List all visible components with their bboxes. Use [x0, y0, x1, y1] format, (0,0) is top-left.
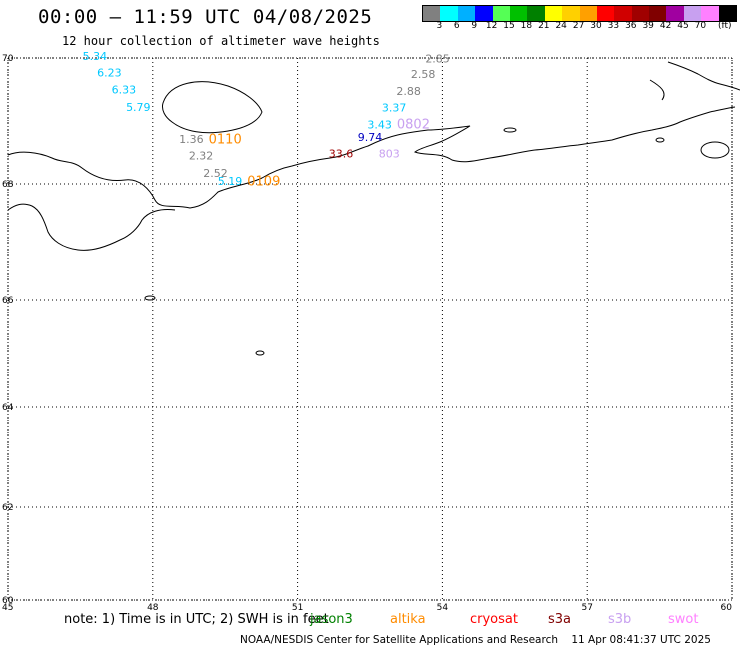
- map-subtitle: 12 hour collection of altimeter wave hei…: [62, 34, 380, 48]
- kolguyev-island: [162, 81, 263, 134]
- latitude-label: 62: [2, 503, 13, 513]
- wave-height-label: 0109: [247, 175, 280, 190]
- longitude-label: 54: [437, 603, 449, 613]
- legend-tick-label: 6: [453, 21, 460, 31]
- legend-swatch: [527, 6, 545, 21]
- legend-tick-label: 45: [677, 21, 689, 31]
- legend-swatch: [631, 6, 650, 21]
- wave-height-label: 803: [379, 148, 400, 161]
- longitude-label: 51: [292, 603, 303, 613]
- legend-swatch: [492, 6, 510, 21]
- longitude-label: 60: [721, 603, 733, 613]
- wave-height-label: 2.85: [425, 52, 450, 65]
- credit-text: NOAA/NESDIS Center for Satellite Applica…: [240, 634, 558, 646]
- satellite-label: s3a: [548, 612, 572, 627]
- legend-swatch: [701, 6, 719, 21]
- longitude-label: 48: [147, 603, 159, 613]
- legend-tick-label: 42: [659, 21, 672, 31]
- latitude-label: 66: [2, 296, 14, 306]
- legend-swatch: [544, 6, 563, 21]
- credit-line: NOAA/NESDIS Center for Satellite Applica…: [240, 634, 711, 646]
- wave-height-label: 6.23: [97, 66, 122, 79]
- satellite-label: s3b: [608, 612, 632, 627]
- legend-swatch: [596, 6, 615, 21]
- longitude-label: 57: [581, 603, 592, 613]
- satellite-label: cryosat: [470, 612, 518, 627]
- wave-height-label: 5.19: [218, 175, 243, 188]
- footnote: note: 1) Time is in UTC; 2) SWH is in fe…: [64, 612, 329, 627]
- legend-tick-label: 30: [590, 21, 602, 31]
- small-island: [255, 350, 265, 356]
- wave-height-label: 6.33: [112, 83, 137, 96]
- wave-height-label: 3.43: [367, 119, 392, 132]
- legend-swatch: [683, 6, 702, 21]
- legend-unit: (ft): [718, 21, 732, 31]
- legend-tick-label: 24: [555, 21, 567, 31]
- legend-swatch: [718, 6, 737, 21]
- wave-height-label: 2.58: [411, 68, 436, 81]
- legend-tick-label: 21: [538, 21, 550, 31]
- map-title: 00:00 – 11:59 UTC 04/08/2025: [38, 6, 373, 28]
- wave-height-label: 2.32: [189, 149, 214, 162]
- mainland-coast: [7, 106, 736, 209]
- color-scale-ticks: 3 6 9 12 15 18 21 24 27 30 33 36 39 42 45 70: [422, 21, 740, 33]
- legend-tick-label: 15: [503, 21, 515, 31]
- legend-swatch: [509, 6, 528, 21]
- vaygach-island: [700, 141, 730, 159]
- legend-tick-label: 18: [520, 21, 533, 31]
- legend-swatch: [423, 6, 441, 21]
- wave-height-label: 33.6: [329, 148, 354, 161]
- coastline: [7, 61, 740, 356]
- latitude-label: 68: [2, 180, 14, 190]
- legend-tick-label: 36: [625, 21, 637, 31]
- satellite-label: altika: [390, 612, 426, 627]
- legend-tick-label: 3: [436, 21, 443, 31]
- legend-swatch: [666, 6, 684, 21]
- legend-swatch: [562, 6, 580, 21]
- novaya-zemlya-coast: [649, 79, 665, 101]
- longitude-label: 45: [2, 603, 13, 613]
- satellite-label: swot: [668, 612, 699, 627]
- latitude-label: 70: [2, 54, 14, 64]
- wave-height-label: 9.74: [358, 131, 383, 144]
- novaya-zemlya-coast: [667, 61, 740, 91]
- legend-swatch: [475, 6, 493, 21]
- wave-height-label: 0110: [209, 133, 242, 148]
- map-grid: [7, 57, 733, 601]
- legend-swatch: [579, 6, 597, 21]
- legend-swatch: [614, 6, 632, 21]
- latitude-label: 60: [2, 596, 14, 606]
- wave-height-label: 5.79: [126, 101, 151, 114]
- color-scale-legend: [422, 5, 738, 22]
- legend-swatch: [440, 6, 458, 21]
- small-island: [144, 295, 156, 301]
- small-island: [655, 137, 665, 143]
- wave-height-label: 5.34: [83, 50, 108, 63]
- legend-tick-label: 33: [607, 21, 620, 31]
- legend-tick-label: 12: [485, 21, 498, 31]
- legend-tick-label: 27: [572, 21, 585, 31]
- legend-tick-label: 39: [642, 21, 654, 31]
- mainland-coast-west: [7, 203, 176, 251]
- small-island: [503, 127, 517, 133]
- generated-timestamp: 11 Apr 08:41:37 UTC 2025: [571, 634, 711, 646]
- satellite-label: jason3: [310, 612, 353, 627]
- latitude-label: 64: [2, 403, 14, 413]
- wave-height-label: 1.36: [179, 133, 204, 146]
- legend-swatch: [649, 6, 667, 21]
- wave-height-label: 0802: [397, 118, 430, 133]
- wave-height-label: 3.37: [382, 102, 407, 115]
- legend-tick-label: 9: [471, 21, 478, 31]
- legend-tick-label: 70: [694, 21, 707, 31]
- legend-swatch: [457, 6, 476, 21]
- wave-height-label: 2.52: [203, 167, 228, 180]
- wave-height-label: 2.88: [396, 85, 421, 98]
